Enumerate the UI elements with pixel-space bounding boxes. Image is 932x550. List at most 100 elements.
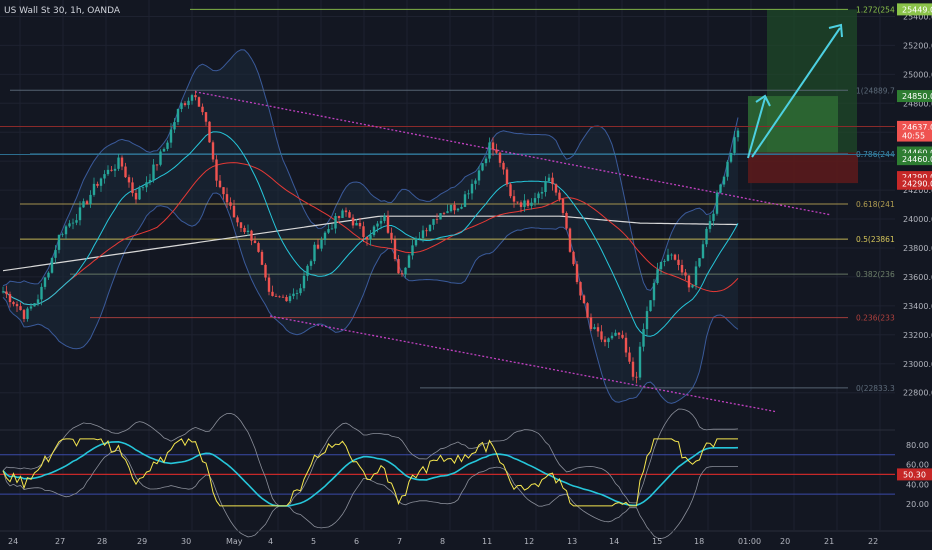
candle-body [477,170,481,181]
candle-body [467,193,470,195]
candle-body [414,238,418,246]
candle-body [323,232,327,241]
candle-body [159,151,162,165]
candle-body [680,264,684,273]
candle-body [453,204,456,211]
candle-body [449,204,453,212]
candle-body [75,220,78,223]
candle-body [71,222,75,224]
price-axis[interactable]: 25400.025200.025000.024800.024600.024400… [895,0,932,530]
price-tick: 23200.0 [903,331,932,340]
price-badge-label: 24637.0 [902,123,932,132]
candle-body [733,137,736,153]
candle-body [110,169,113,171]
descending-channel [194,91,831,413]
candle-body [29,306,33,309]
candle-body [99,178,103,186]
candle-body [502,162,505,170]
candle-body [320,240,323,249]
rsi-tick: 20.00 [906,500,929,509]
candle-body [404,267,407,275]
candle-body [610,335,614,339]
fib-label: 0(22833.3) [856,384,898,393]
price-tick: 23800.0 [903,244,932,253]
candle-body [288,296,292,302]
time-axis[interactable]: 24 27 28 29 30 May 4 5 6 7 8 11 12 13 14 15 18 01:00 20 21 2… [0,530,932,546]
candle-body [337,216,341,219]
candle-body [334,216,337,229]
candle-body [194,95,197,98]
candle-body [523,200,526,207]
candle-body [376,223,379,227]
candle-body [533,198,537,203]
candle-body [250,230,253,241]
price-badge: 24850.0 [897,90,932,103]
time-tick: 15 [652,537,662,546]
candle-body [670,254,673,256]
time-tick: May [226,537,243,546]
candle-body [316,244,320,249]
candle-body [78,207,82,221]
candle-body [208,121,211,143]
candle-body [278,296,281,298]
candle-body [50,257,54,273]
candle-body [330,228,334,230]
candle-body [372,226,376,236]
candle-body [33,303,36,307]
time-tick: 11 [482,537,492,546]
candle-body [442,213,446,214]
candle-body [512,196,516,202]
price-badge: 24290.0 [897,177,932,190]
candle-body [22,310,26,319]
time-tick: 28 [97,537,107,546]
candle-body [712,213,715,221]
candle-body [309,261,313,266]
candle-body [425,230,428,232]
fib-label: 1(24889.7) [856,86,898,95]
candle-body [155,164,159,166]
bollinger-lower [2,192,739,404]
candle-body [313,244,316,262]
fib-label: 0.618(24104.2) [856,200,914,209]
candle-body [43,277,47,287]
candle-body [124,166,127,178]
candle-body [652,283,656,301]
candle-body [397,259,400,274]
candle-body [12,302,15,305]
candle-body [607,338,610,343]
candle-body [463,194,467,207]
time-tick: 24 [8,537,18,546]
candle-body [197,97,201,107]
fib-label: 0.236(23318.8) [856,314,914,323]
candle-body [239,222,243,228]
candle-body [271,291,274,296]
candle-body [61,234,64,236]
candle-body [218,180,222,188]
candle-body [257,243,260,252]
candle-body [705,228,708,245]
candle-body [19,306,22,311]
candle-body [145,182,148,188]
time-tick: 8 [440,537,445,546]
candle-body [481,163,484,171]
candle-body [40,286,43,300]
candle-body [246,230,250,233]
price-tick: 23400.0 [903,302,932,311]
price-tick: 24800.0 [903,99,932,108]
candle-body [281,296,285,298]
candle-body [565,212,568,229]
candle-body [411,245,414,256]
price-badge-label: 24460.0 [902,155,932,164]
price-tick: 24200.0 [903,186,932,195]
candle-body [603,339,607,343]
time-tick: 30 [181,537,191,546]
candle-body [127,177,131,183]
candle-body [92,183,96,195]
candle-body [26,308,29,319]
candle-body [516,201,519,203]
candle-body [8,294,12,303]
time-tick: 6 [354,537,359,546]
candle-body [36,299,40,304]
candle-body [421,230,425,239]
